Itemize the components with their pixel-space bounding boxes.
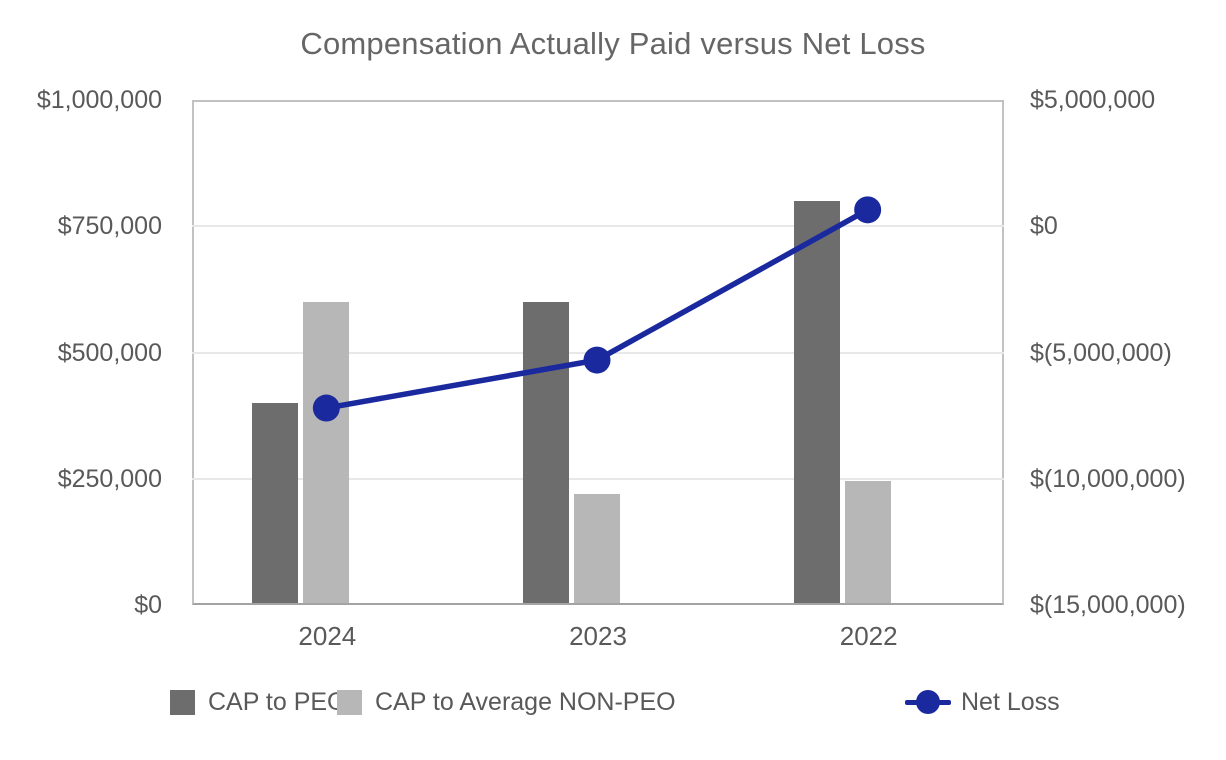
bar-cap-non-peo-2023	[574, 493, 620, 603]
y-left-tick-label: $500,000	[57, 338, 162, 367]
gridline	[192, 477, 1004, 480]
bar-cap-non-peo-2022	[844, 481, 891, 603]
y-left-tick-label: $1,000,000	[36, 86, 162, 114]
y-right-tick-label: $0	[1030, 212, 1058, 241]
gridline	[192, 225, 1004, 228]
cap-non-peo-swatch	[337, 689, 362, 715]
bar-cap-peo-2023	[523, 302, 569, 603]
legend-item-cap-non-peo: CAP to Average NON-PEO	[337, 686, 676, 718]
y-left-tick-label: $0	[134, 591, 162, 619]
cap-peo-swatch	[170, 689, 195, 715]
x-axis-label-2022: 2022	[839, 621, 898, 651]
legend-label-cap-non-peo: CAP to Average NON-PEO	[375, 687, 676, 716]
bar-cap-non-peo-2024	[303, 302, 350, 603]
legend-item-cap-peo: CAP to PEO	[170, 686, 347, 718]
y-right-tick-label: $(15,000,000)	[1030, 591, 1186, 619]
net-loss-line-marker-icon	[905, 689, 951, 715]
chart-title: Compensation Actually Paid versus Net Lo…	[300, 26, 926, 61]
y-left-tick-label: $250,000	[57, 464, 162, 493]
y-right-tick-label: $(5,000,000)	[1030, 338, 1172, 367]
x-axis-label-2023: 2023	[569, 621, 627, 651]
legend-label-cap-peo: CAP to PEO	[208, 687, 347, 716]
bar-cap-peo-2024	[252, 403, 299, 603]
legend-item-net-loss: Net Loss	[905, 686, 1060, 718]
x-axis-label-2024: 2024	[298, 621, 357, 651]
y-left-tick-label: $750,000	[57, 212, 162, 241]
y-right-tick-label: $5,000,000	[1030, 86, 1156, 114]
y-right-tick-label: $(10,000,000)	[1030, 464, 1186, 493]
legend-label-net-loss: Net Loss	[961, 687, 1060, 716]
bar-cap-peo-2022	[793, 201, 840, 603]
